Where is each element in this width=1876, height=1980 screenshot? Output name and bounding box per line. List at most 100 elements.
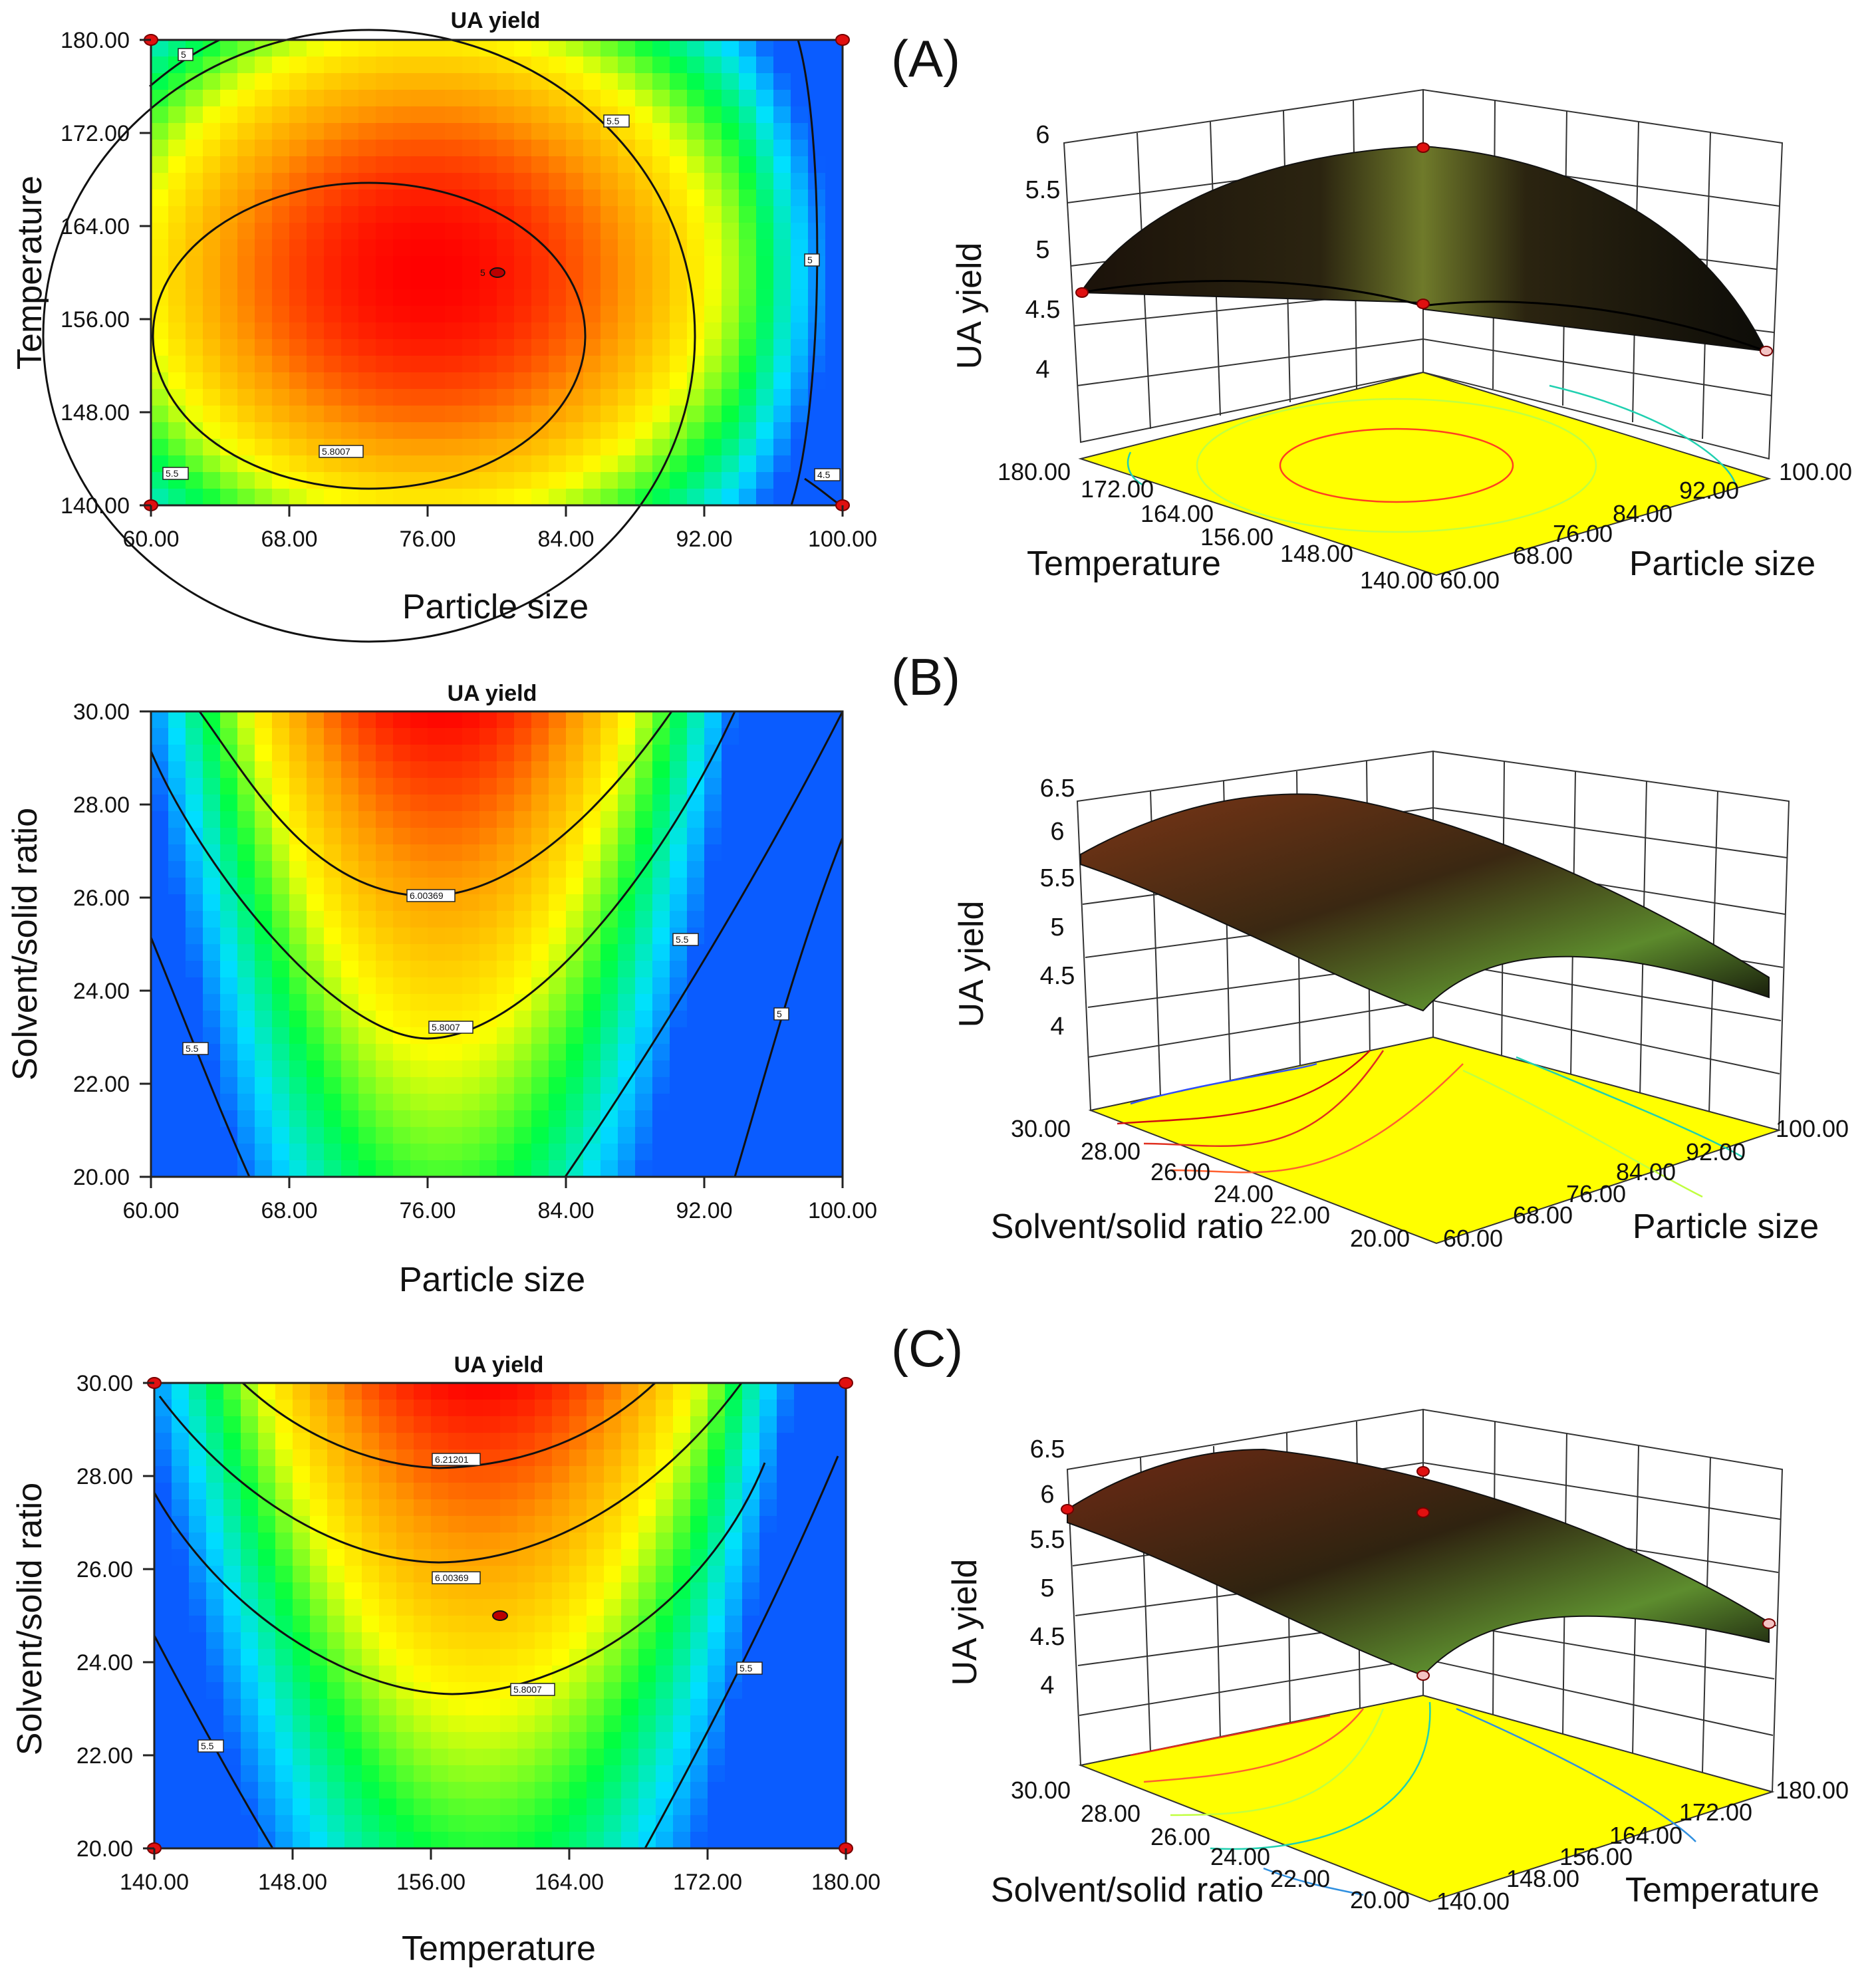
heatmap-cell (206, 1483, 224, 1500)
heatmap-cell (341, 40, 359, 57)
heatmap-cell (414, 1732, 432, 1749)
heatmap-cell (756, 928, 774, 945)
heatmap-cell (708, 1466, 726, 1483)
heatmap-cell (376, 1077, 394, 1094)
heatmap-cell (445, 106, 463, 124)
heatmap-cell (759, 1715, 777, 1733)
heatmap-cell (151, 811, 169, 828)
heatmap-cell (497, 106, 515, 124)
heatmap-cell (725, 1749, 743, 1766)
heatmap-cell (462, 711, 480, 729)
heatmap-cell (566, 156, 584, 174)
heatmap-cell (255, 1144, 273, 1161)
heatmap-cell (396, 1499, 414, 1517)
heatmap-cell (466, 1483, 483, 1500)
heatmap-cell (569, 1549, 587, 1566)
heatmap-cell (445, 977, 463, 995)
heatmap-cell (583, 57, 601, 74)
heatmap-cell (172, 1832, 190, 1849)
heatmap-cell (635, 828, 653, 845)
heatmap-cell (704, 795, 722, 812)
heatmap-cell (186, 977, 203, 995)
heatmap-cell (829, 1533, 847, 1550)
heatmap-cell (379, 1749, 397, 1766)
heatmap-cell (237, 223, 255, 240)
heatmap-cell (168, 1060, 186, 1078)
heatmap-cell (275, 1782, 293, 1799)
heatmap-cell (431, 1649, 449, 1666)
heatmap-cell (497, 223, 515, 240)
heatmap-cell (687, 1011, 705, 1028)
heatmap-cell (759, 1449, 777, 1467)
heatmap-cell (583, 156, 601, 174)
heatmap-cell (272, 1077, 290, 1094)
heatmap-cell (393, 761, 411, 779)
heatmap-cell (310, 1599, 328, 1616)
heatmap-cell (310, 1449, 328, 1467)
heatmap-cell (739, 844, 757, 862)
heatmap-cell (255, 728, 273, 745)
heatmap-cell (670, 1060, 688, 1078)
heatmap-cell (552, 1649, 570, 1666)
heatmap-cell (223, 1433, 241, 1450)
heatmap-cell (341, 1094, 359, 1111)
heatmap-cell (811, 1815, 829, 1832)
heatmap-cell (829, 1715, 847, 1733)
heatmap-cell (462, 1077, 480, 1094)
heatmap-cell (341, 1027, 359, 1045)
heatmap-cell (466, 1516, 483, 1533)
heatmap-cell (566, 406, 584, 423)
heatmap-cell (151, 1027, 169, 1045)
heatmap-cell (428, 356, 446, 373)
heatmap-cell (601, 339, 618, 356)
heatmap-cell (428, 273, 446, 290)
heatmap-cell (549, 994, 567, 1011)
heatmap-cell (307, 1060, 325, 1078)
heatmap-cell (725, 1782, 743, 1799)
heatmap-cell (618, 928, 636, 945)
heatmap-cell (569, 1483, 587, 1500)
heatmap-cell (535, 1483, 553, 1500)
heatmap-cell (690, 1782, 708, 1799)
heatmap-cell (448, 1433, 466, 1450)
heatmap-cell (756, 306, 774, 323)
heatmap-cell (172, 1632, 190, 1650)
heatmap-cell (358, 372, 376, 390)
heatmap-cell (587, 1732, 604, 1749)
heatmap-cell (618, 372, 636, 390)
heatmap-cell (462, 256, 480, 273)
heatmap-cell (791, 372, 809, 390)
heatmap-cell (414, 1632, 432, 1650)
heatmap-cell (742, 1815, 760, 1832)
heatmap-cell (327, 1599, 345, 1616)
heatmap-cell (393, 40, 411, 57)
heatmap-cell (621, 1549, 639, 1566)
heatmap-cell (358, 472, 376, 489)
heatmap-cell (479, 356, 497, 373)
heatmap-cell (410, 339, 428, 356)
heatmap-cell (690, 1649, 708, 1666)
heatmap-cell (587, 1582, 604, 1600)
heatmap-cell (569, 1533, 587, 1550)
heatmap-cell (708, 1832, 726, 1849)
heatmap-cell (514, 40, 532, 57)
heatmap-cell (241, 1533, 259, 1550)
heatmap-cell (186, 1077, 203, 1094)
heatmap-cell (241, 1649, 259, 1666)
heatmap-cell (759, 1632, 777, 1650)
heatmap-cell (638, 1815, 656, 1832)
heatmap-cell (725, 1815, 743, 1832)
heatmap-cell (756, 455, 774, 473)
y-tick-label: 28.00 (76, 1464, 133, 1489)
heatmap-cell (652, 406, 670, 423)
heatmap-cell (358, 811, 376, 828)
floor-contours-b (1117, 1050, 1743, 1198)
heatmap-cell (531, 944, 549, 961)
heatmap-cell (376, 372, 394, 390)
heatmap-cell (652, 728, 670, 745)
heatmap-cell (583, 778, 601, 795)
heatmap-cell (241, 1383, 259, 1400)
heatmap-cell (428, 140, 446, 157)
heatmap-cell (237, 828, 255, 845)
heatmap-cell (566, 223, 584, 240)
